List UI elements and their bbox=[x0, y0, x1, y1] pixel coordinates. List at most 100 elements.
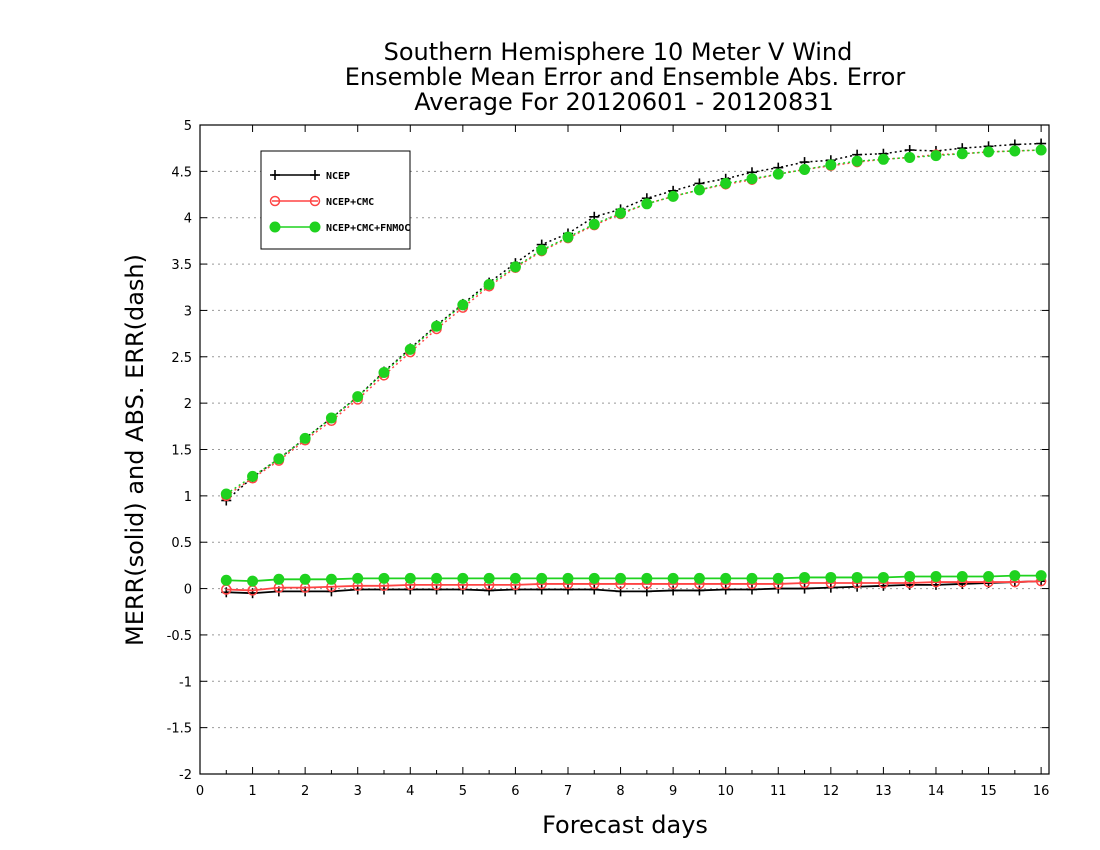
abs-error-point bbox=[1035, 144, 1047, 156]
mean-error-point bbox=[930, 571, 942, 583]
mean-error-point bbox=[693, 572, 705, 584]
series-ncep-cmc-fnmoc bbox=[220, 144, 1047, 587]
title-line-2: Ensemble Mean Error and Ensemble Abs. Er… bbox=[345, 63, 906, 91]
abs-error-point bbox=[404, 343, 416, 355]
legend-marker bbox=[309, 195, 321, 207]
series-layer bbox=[220, 138, 1047, 599]
y-tick-label: 5 bbox=[184, 119, 192, 134]
abs-error-point bbox=[431, 320, 443, 332]
abs-error-point bbox=[220, 488, 232, 500]
mean-error-point bbox=[509, 572, 521, 584]
abs-error-line bbox=[225, 149, 1042, 495]
y-tick-label: 0.5 bbox=[171, 536, 192, 551]
x-tick-label: 5 bbox=[459, 784, 467, 799]
abs-error-point bbox=[983, 146, 995, 158]
mean-error-point bbox=[247, 575, 259, 587]
mean-error-point bbox=[588, 572, 600, 584]
y-tick-label: -0.5 bbox=[167, 629, 192, 644]
y-tick-label: 4 bbox=[184, 212, 192, 227]
y-tick-label: 1 bbox=[184, 490, 192, 505]
mean-error-point bbox=[352, 572, 364, 584]
mean-error-point bbox=[746, 584, 757, 595]
x-tick-label: 14 bbox=[928, 784, 945, 799]
abs-error-point bbox=[615, 207, 627, 219]
mean-error-point bbox=[299, 573, 311, 585]
y-tick-label: -2 bbox=[179, 768, 192, 783]
mean-error-point bbox=[1009, 570, 1021, 582]
mean-error-point bbox=[799, 571, 811, 583]
abs-error-point bbox=[273, 453, 285, 465]
mean-error-point bbox=[325, 573, 337, 585]
x-tick-label: 12 bbox=[823, 784, 840, 799]
x-tick-label: 3 bbox=[354, 784, 362, 799]
x-tick-label: 4 bbox=[406, 784, 414, 799]
abs-error-point bbox=[667, 190, 679, 202]
abs-error-point bbox=[509, 261, 521, 273]
x-tick-label: 11 bbox=[770, 784, 787, 799]
abs-error-point bbox=[904, 151, 916, 163]
abs-error-point bbox=[536, 244, 548, 256]
abs-error-point bbox=[851, 155, 863, 167]
abs-error-point bbox=[247, 470, 259, 482]
y-tick-label: 3 bbox=[184, 304, 192, 319]
abs-error-point bbox=[930, 150, 942, 162]
abs-error-point bbox=[325, 412, 337, 424]
x-tick-label: 2 bbox=[301, 784, 309, 799]
legend-marker bbox=[310, 170, 320, 180]
x-tick-label: 9 bbox=[669, 784, 677, 799]
mean-error-point bbox=[877, 571, 889, 583]
mean-error-point bbox=[536, 572, 548, 584]
mean-error-point bbox=[694, 585, 705, 596]
x-tick-label: 8 bbox=[616, 784, 624, 799]
mean-error-point bbox=[615, 572, 627, 584]
mean-error-point bbox=[956, 571, 968, 583]
mean-error-point bbox=[772, 572, 784, 584]
mean-error-point bbox=[220, 574, 232, 586]
legend-marker bbox=[269, 195, 281, 207]
mean-error-point bbox=[378, 572, 390, 584]
y-tick-label: 2.5 bbox=[171, 351, 192, 366]
mean-error-point bbox=[799, 583, 810, 594]
x-tick-label: 6 bbox=[511, 784, 519, 799]
y-tick-label: 3.5 bbox=[171, 258, 192, 273]
abs-error-point bbox=[799, 164, 811, 176]
mean-error-point bbox=[1035, 570, 1047, 582]
x-tick-label: 0 bbox=[196, 784, 204, 799]
title-line-1: Southern Hemisphere 10 Meter V Wind bbox=[384, 38, 853, 66]
legend-box bbox=[260, 150, 411, 250]
y-tick-label: 4.5 bbox=[171, 165, 192, 180]
abs-error-point bbox=[378, 367, 390, 379]
mean-error-point bbox=[589, 584, 600, 595]
abs-error-point bbox=[772, 168, 784, 180]
y-tick-label: 0 bbox=[184, 583, 192, 598]
mean-error-point bbox=[273, 573, 285, 585]
mean-error-point bbox=[746, 572, 758, 584]
mean-error-point bbox=[667, 572, 679, 584]
abs-error-point bbox=[877, 153, 889, 165]
mean-error-point bbox=[851, 571, 863, 583]
mean-error-line bbox=[226, 574, 1042, 583]
mean-error-point bbox=[484, 585, 495, 596]
abs-error-point bbox=[720, 177, 732, 189]
mean-error-point bbox=[431, 572, 443, 584]
y-tick-label: -1.5 bbox=[167, 722, 192, 737]
mean-error-point bbox=[483, 572, 495, 584]
legend: NCEP NCEP+CMC NCEP+CMC+FNMOC bbox=[260, 150, 411, 250]
mean-error-point bbox=[562, 572, 574, 584]
x-tick-label: 13 bbox=[875, 784, 892, 799]
x-tick-label: 1 bbox=[248, 784, 256, 799]
x-tick-label: 7 bbox=[564, 784, 572, 799]
abs-error-point bbox=[1009, 145, 1021, 157]
x-axis-title: Forecast days bbox=[542, 811, 708, 839]
grid-lines bbox=[200, 170, 1049, 729]
mean-error-point bbox=[641, 572, 653, 584]
mean-error-point bbox=[983, 571, 995, 583]
legend-marker bbox=[270, 170, 280, 180]
mean-error-point bbox=[825, 571, 837, 583]
x-tick-label: 16 bbox=[1033, 784, 1050, 799]
mean-error-point bbox=[457, 572, 469, 584]
x-tick-label: 10 bbox=[717, 784, 734, 799]
abs-error-point bbox=[825, 159, 837, 171]
legend-marker bbox=[269, 221, 281, 233]
